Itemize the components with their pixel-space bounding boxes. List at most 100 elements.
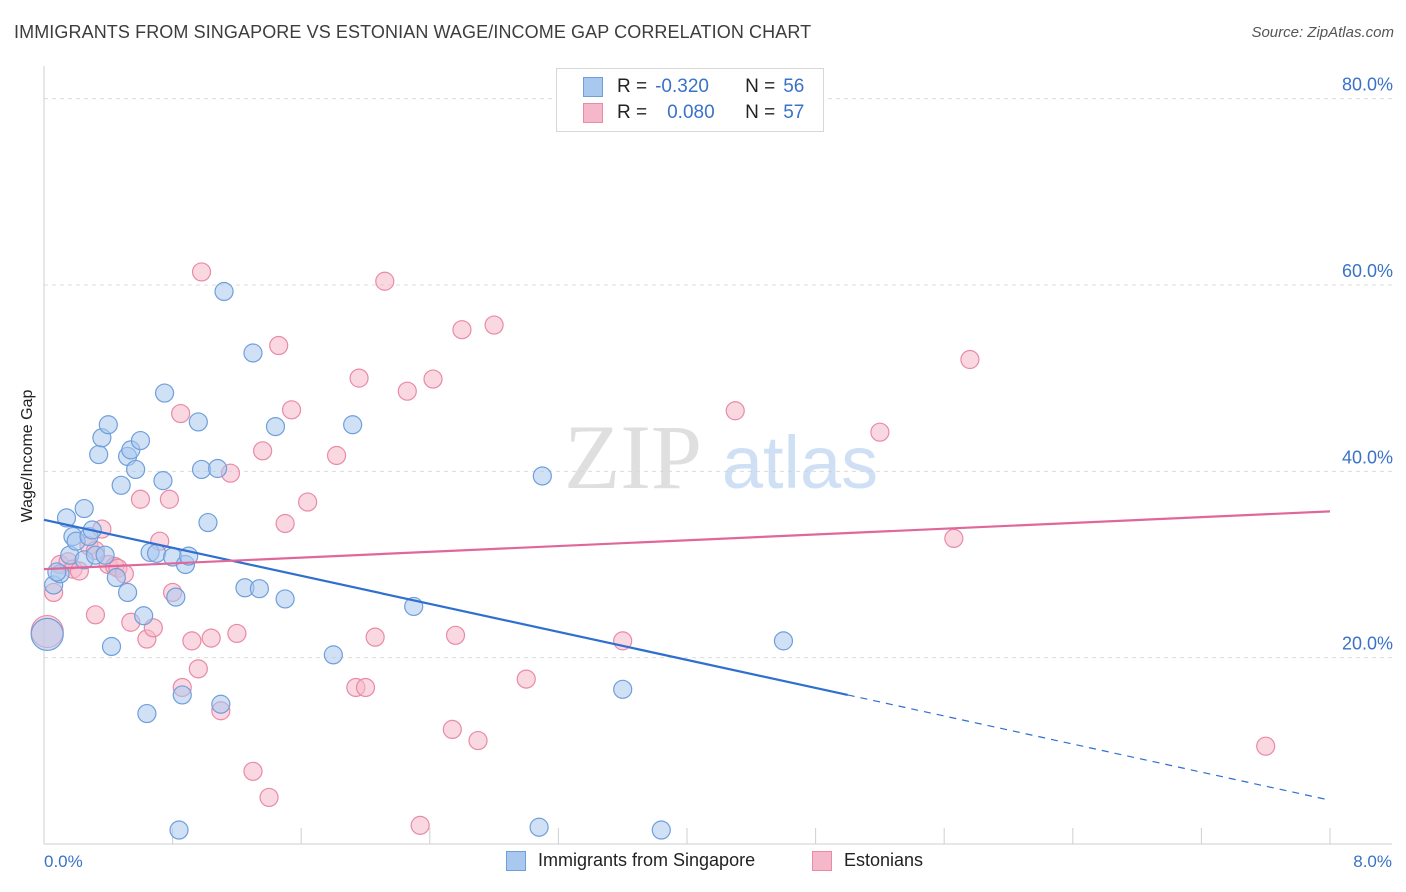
estonians-point <box>1256 736 1276 756</box>
estonians-point <box>159 489 179 509</box>
estonians-point <box>188 659 208 679</box>
singapore-point <box>529 817 549 837</box>
legend-r-label: R = <box>617 102 648 123</box>
chart-title: IMMIGRANTS FROM SINGAPORE VS ESTONIAN WA… <box>14 22 812 42</box>
singapore-point <box>211 694 231 714</box>
estonians-point <box>130 489 151 509</box>
watermark-zip: ZIP <box>564 406 702 508</box>
x-tick-max: 8.0% <box>1353 852 1392 871</box>
singapore-point <box>773 631 794 651</box>
singapore-point <box>613 679 633 699</box>
legend-n-value: 57 <box>783 102 805 123</box>
estonians-point <box>870 422 890 442</box>
legend-swatch-blue <box>583 77 603 97</box>
y-tick-label: 60.0% <box>1342 261 1393 281</box>
singapore-point <box>208 458 228 479</box>
y-tick-label: 40.0% <box>1342 447 1393 467</box>
estonians-point <box>468 730 488 751</box>
series-singapore <box>30 281 794 840</box>
singapore-point <box>214 281 234 302</box>
estonians-point <box>243 761 263 781</box>
singapore-point <box>47 562 67 582</box>
estonians-point <box>375 271 395 291</box>
estonians-point <box>355 677 376 698</box>
singapore-trend-extension <box>847 694 1331 801</box>
singapore-point <box>56 508 77 528</box>
singapore-point <box>651 820 671 840</box>
estonians-point <box>182 631 202 651</box>
estonians-point <box>253 441 273 461</box>
singapore-point <box>323 645 343 665</box>
singapore-trend-line <box>43 518 848 697</box>
singapore-point <box>191 459 212 480</box>
estonians-point <box>397 381 417 401</box>
legend-r-value: 0.080 <box>667 102 715 123</box>
estonians-point <box>349 368 369 388</box>
trend-lines <box>43 510 1331 801</box>
legend: R = -0.320 N = 56 R = 0.080 N = 57 <box>556 68 824 132</box>
legend-label-singapore: Immigrants from Singapore <box>538 850 756 870</box>
singapore-point <box>166 587 186 607</box>
estonians-trend-line <box>43 510 1331 571</box>
estonians-point <box>365 627 385 647</box>
estonians-point <box>944 528 964 549</box>
estonians-point <box>298 492 318 512</box>
singapore-point <box>106 567 126 588</box>
estonians-point <box>171 403 191 424</box>
estonians-point <box>442 719 462 740</box>
singapore-point <box>89 444 109 465</box>
estonians-point <box>423 369 443 389</box>
singapore-point <box>146 543 167 563</box>
y-tick-label: 80.0% <box>1342 75 1393 95</box>
singapore-point <box>101 636 122 657</box>
legend-item-singapore: Immigrants from Singapore <box>506 850 755 871</box>
legend-row-singapore: R = -0.320 N = 56 <box>583 75 804 99</box>
legend-swatch-blue <box>506 850 526 871</box>
singapore-point <box>343 415 363 435</box>
series-legend: Immigrants from Singapore Estonians <box>0 850 1406 878</box>
estonians-point <box>259 787 279 808</box>
estonians-point <box>201 628 221 648</box>
estonians-point <box>227 623 247 644</box>
singapore-point <box>134 606 154 626</box>
legend-n-value: 56 <box>783 76 805 97</box>
x-tick-min: 0.0% <box>44 852 83 871</box>
legend-r-label: R = <box>617 76 648 97</box>
estonians-point <box>452 320 472 340</box>
singapore-point <box>30 617 64 651</box>
singapore-point <box>249 579 270 599</box>
legend-n-label: N = <box>745 102 776 123</box>
singapore-point <box>130 430 151 451</box>
singapore-point <box>198 512 218 533</box>
singapore-point <box>111 475 131 495</box>
y-tick-label: 20.0% <box>1342 634 1393 654</box>
singapore-point <box>172 685 192 705</box>
estonians-point <box>269 335 289 356</box>
legend-r-value: -0.320 <box>655 76 709 97</box>
legend-item-estonians: Estonians <box>812 850 923 871</box>
estonians-point <box>326 445 347 466</box>
estonians-point <box>410 815 430 835</box>
singapore-point <box>188 412 208 432</box>
singapore-point <box>74 498 94 519</box>
singapore-point <box>154 383 175 403</box>
estonians-point <box>516 669 536 689</box>
singapore-point <box>265 416 286 437</box>
estonians-point <box>281 400 302 420</box>
legend-label-estonians: Estonians <box>844 850 924 870</box>
watermark-atlas: atlas <box>722 421 878 504</box>
singapore-point <box>137 703 157 724</box>
singapore-point <box>532 466 552 486</box>
legend-swatch-pink <box>583 103 603 123</box>
singapore-point <box>169 820 189 840</box>
legend-row-estonians: R = 0.080 N = 57 <box>583 101 804 125</box>
source-label: Source: ZipAtlas.com <box>1251 24 1394 41</box>
watermark: ZIP atlas <box>564 406 878 508</box>
singapore-point <box>275 589 295 609</box>
singapore-point <box>126 459 146 480</box>
y-tick-labels: 20.0% 40.0% 60.0% 80.0% <box>1342 75 1393 654</box>
estonians-point <box>960 349 980 370</box>
singapore-point <box>95 545 115 565</box>
series-estonians <box>30 262 1276 835</box>
